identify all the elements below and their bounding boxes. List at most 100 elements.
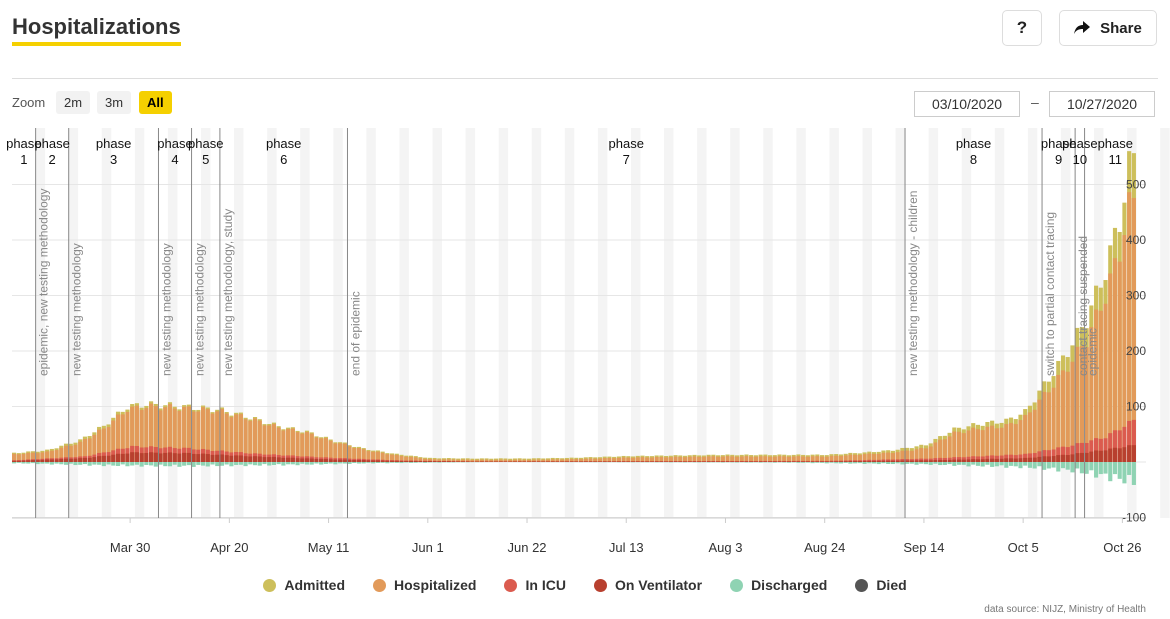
bar-discharged [167, 462, 173, 467]
bar-hospitalized [838, 455, 843, 462]
bar-ventilator [720, 461, 725, 462]
bar-ventilator [621, 461, 626, 462]
help-button[interactable]: ? [1002, 10, 1042, 46]
bar-hospitalized [87, 438, 92, 462]
bar-discharged [971, 462, 976, 465]
bar-ventilator [687, 461, 692, 462]
zoom-2m-button[interactable]: 2m [56, 91, 91, 114]
bar-hospitalized [749, 456, 754, 462]
bar-hospitalized [805, 456, 810, 462]
phase-label: phase [1062, 136, 1097, 151]
bar-hospitalized [1112, 258, 1118, 462]
bar-hospitalized [371, 451, 376, 462]
chart-legend: Admitted Hospitalized In ICU On Ventilat… [0, 577, 1170, 593]
annotation-label: contact tracing suspended [1076, 236, 1090, 376]
bar-discharged [1108, 462, 1113, 482]
bar-ventilator [328, 459, 333, 462]
bar-ventilator [385, 460, 390, 462]
bar-ventilator [40, 459, 45, 462]
bar-discharged [862, 462, 867, 464]
bar-ventilator [16, 460, 21, 462]
share-button[interactable]: Share [1059, 10, 1157, 46]
legend-admitted[interactable]: Admitted [263, 577, 345, 593]
bar-ventilator [508, 461, 513, 462]
bar-hospitalized [1079, 346, 1084, 462]
phase-number: 11 [1109, 152, 1123, 167]
hospitalizations-chart[interactable]: epidemic, new testing methodology new tes… [0, 128, 1170, 568]
bar-ventilator [730, 461, 735, 462]
zoom-all-button[interactable]: All [139, 91, 172, 114]
bar-hospitalized [333, 443, 338, 462]
bar-ventilator [167, 452, 173, 462]
bar-ventilator [309, 458, 314, 462]
bar-icu [1103, 438, 1108, 462]
bar-hospitalized [574, 459, 579, 462]
zoom-3m-button[interactable]: 3m [97, 91, 132, 114]
bar-icu [895, 459, 900, 462]
bar-discharged [333, 462, 338, 465]
bar-hospitalized [111, 420, 116, 462]
bar-hospitalized [106, 427, 111, 462]
bar-discharged [1037, 462, 1042, 467]
bar-discharged [191, 462, 196, 467]
weekend-stripe [697, 128, 707, 518]
legend-hospitalized[interactable]: Hospitalized [373, 577, 476, 593]
weekend-stripe [134, 128, 145, 518]
legend-icu[interactable]: In ICU [504, 577, 566, 593]
bar-discharged [404, 462, 409, 463]
x-tick-label: Oct 5 [1008, 540, 1039, 555]
bar-discharged [271, 462, 276, 465]
bar-hospitalized [508, 459, 513, 462]
legend-died[interactable]: Died [855, 577, 907, 593]
bar-icu [1027, 453, 1032, 462]
bar-hospitalized [777, 456, 782, 462]
bar-hospitalized [905, 450, 910, 462]
bar-ventilator [1122, 447, 1127, 462]
bar-hospitalized [753, 456, 758, 462]
bar-discharged [267, 462, 272, 466]
bar-discharged [1008, 462, 1014, 466]
bar-hospitalized [427, 459, 432, 462]
bar-icu [1127, 420, 1132, 462]
bar-hospitalized [163, 407, 168, 462]
date-to-input[interactable]: 10/27/2020 [1049, 91, 1155, 117]
bar-discharged [371, 462, 376, 464]
bar-hospitalized [583, 458, 588, 462]
bar-discharged [319, 462, 324, 465]
bar-discharged [380, 462, 385, 463]
legend-ventilator[interactable]: On Ventilator [593, 577, 702, 593]
bar-hospitalized [819, 456, 825, 462]
bar-hospitalized [900, 450, 905, 462]
bar-hospitalized [470, 459, 475, 462]
bar-ventilator [890, 460, 895, 462]
bar-icu [999, 455, 1004, 462]
date-from-input[interactable]: 03/10/2020 [914, 91, 1020, 117]
bar-hospitalized [730, 456, 735, 462]
bar-ventilator [895, 460, 900, 462]
bar-ventilator [848, 461, 853, 462]
legend-discharged[interactable]: Discharged [730, 577, 827, 593]
bar-hospitalized [30, 452, 36, 462]
bar-discharged [838, 462, 843, 464]
weekend-stripe [664, 128, 674, 518]
bar-discharged [1094, 462, 1099, 478]
bar-hospitalized [229, 417, 234, 462]
bar-ventilator [1056, 455, 1061, 462]
bar-ventilator [97, 456, 102, 462]
bar-icu [1075, 443, 1080, 462]
bar-hospitalized [54, 450, 59, 462]
legend-died-label: Died [876, 577, 907, 593]
phase-label: phase [188, 136, 223, 151]
bar-hospitalized [952, 431, 957, 462]
bar-ventilator [276, 457, 281, 462]
bar-discharged [111, 462, 116, 466]
bar-hospitalized [338, 443, 343, 462]
bar-hospitalized [78, 441, 83, 462]
bar-discharged [782, 462, 787, 463]
bar-hospitalized [1131, 198, 1136, 462]
bar-discharged [1098, 462, 1103, 475]
bar-hospitalized [1089, 327, 1094, 462]
bar-hospitalized [186, 406, 191, 462]
legend-icu-label: In ICU [525, 577, 566, 593]
bar-icu [914, 458, 919, 462]
